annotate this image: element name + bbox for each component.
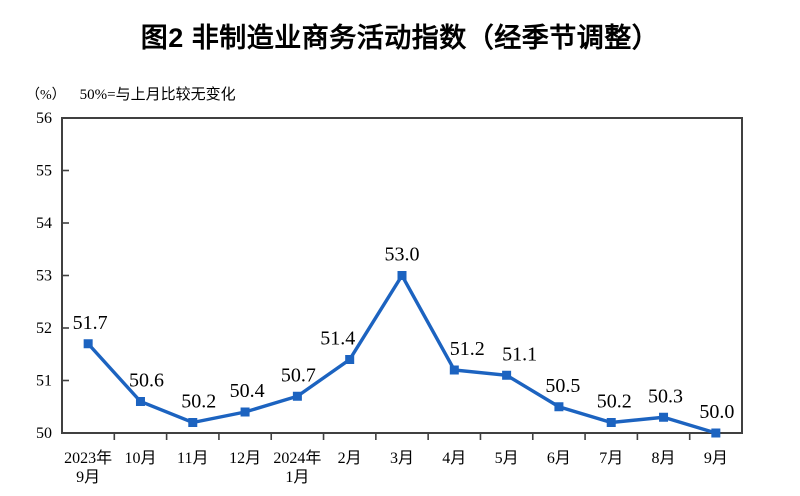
data-point-marker: [240, 407, 250, 417]
data-point-label: 50.2: [181, 391, 216, 413]
data-point-label: 50.2: [597, 391, 632, 413]
x-axis-category-label: 3月: [390, 450, 414, 467]
x-axis-category-label: 6月: [547, 450, 571, 467]
chart-title: 图2 非制造业商务活动指数（经季节调整）: [140, 23, 660, 53]
data-point-marker: [292, 391, 302, 401]
data-point-marker: [606, 418, 616, 427]
data-point-marker: [554, 402, 564, 412]
x-axis-category-label: 2024年: [273, 449, 321, 467]
data-point-marker: [397, 271, 407, 280]
y-axis-unit-label: （%）: [26, 88, 66, 103]
data-point-marker: [345, 355, 355, 364]
chart-subtitle-row: （%） 50%=与上月比较无变化: [26, 83, 236, 104]
x-axis-category-label: 2023年: [64, 449, 112, 467]
y-axis-tick-label: 51: [36, 373, 52, 390]
data-point-label: 51.4: [320, 328, 355, 350]
x-axis-category-label: 2月: [338, 450, 362, 467]
x-axis-category-label: 10月: [124, 450, 156, 467]
x-axis-category-label: 1月: [285, 469, 309, 486]
data-point-marker: [188, 418, 198, 427]
data-point-marker: [659, 412, 669, 422]
data-point-label: 50.5: [545, 375, 580, 397]
chart-annotation: 50%=与上月比较无变化: [79, 87, 236, 103]
x-axis-category-label: 8月: [652, 450, 676, 467]
data-point-label: 50.6: [129, 370, 164, 392]
y-axis-tick-label: 56: [36, 110, 52, 127]
x-axis-category-label: 7月: [599, 450, 623, 467]
x-axis-category-label: 12月: [229, 450, 261, 467]
data-point-label: 50.7: [281, 364, 316, 386]
data-point-label: 50.4: [230, 380, 265, 402]
data-point-marker: [135, 397, 145, 406]
y-axis-tick-label: 52: [36, 320, 52, 337]
x-axis-category-label: 4月: [442, 450, 466, 467]
y-axis-tick-label: 53: [36, 268, 52, 285]
data-point-label: 51.7: [73, 312, 108, 334]
data-point-label: 50.0: [699, 401, 734, 423]
data-point-label: 53.0: [385, 244, 420, 266]
x-axis-category-label: 5月: [495, 450, 519, 467]
x-axis-category-label: 9月: [76, 469, 100, 486]
data-point-label: 50.3: [648, 385, 683, 407]
data-point-label: 51.1: [502, 343, 537, 365]
data-point-label: 51.2: [450, 338, 485, 360]
data-point-marker: [711, 428, 721, 438]
data-point-marker: [83, 339, 93, 349]
y-axis-tick-label: 55: [36, 163, 52, 180]
x-axis-category-label: 9月: [704, 450, 728, 467]
x-axis-category-label: 11月: [177, 450, 208, 467]
y-axis-tick-label: 50: [36, 425, 52, 442]
data-point-marker: [449, 365, 459, 375]
y-axis-tick-label: 54: [36, 215, 52, 232]
data-point-marker: [502, 370, 512, 380]
